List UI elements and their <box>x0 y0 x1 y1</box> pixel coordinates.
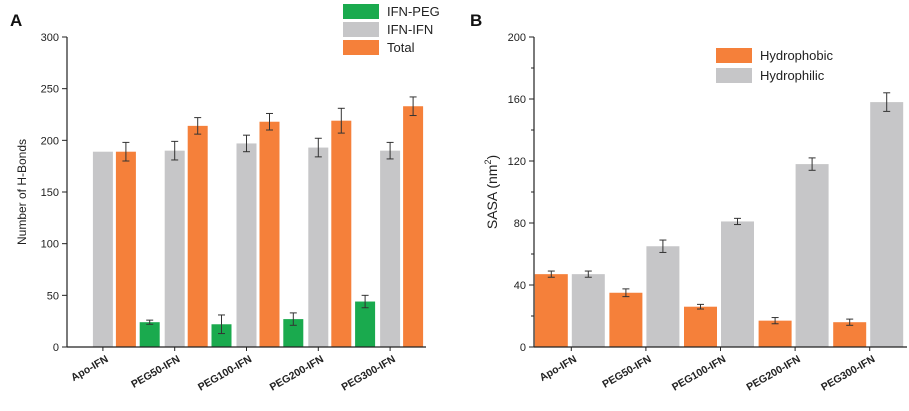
error-bar <box>289 312 297 326</box>
error-bar <box>122 141 130 162</box>
panel-b-y-axis-title: SASA (nm2) <box>483 155 500 229</box>
legend-label: Total <box>387 40 415 55</box>
x-tick-label: Apo-IFN <box>69 353 110 384</box>
error-bar <box>659 239 667 253</box>
error-bar <box>194 117 202 135</box>
y-tick-label: 0 <box>53 342 59 354</box>
legend-label: Hydrophobic <box>760 48 833 63</box>
y-tick-label: 80 <box>514 218 526 230</box>
y-tick-label: 120 <box>508 156 526 168</box>
error-bar <box>361 294 369 309</box>
error-bar <box>734 217 741 226</box>
error-bar <box>409 96 417 117</box>
x-tick-label: PEG50-IFN <box>600 353 653 391</box>
x-tick-label: PEG300-IFN <box>819 353 877 393</box>
legend-swatch <box>343 4 379 19</box>
bar-hydrophobic-peg300-ifn <box>833 322 867 347</box>
error-bar <box>622 288 630 298</box>
error-bar <box>218 314 225 335</box>
bar-ifn-peg-peg200-ifn <box>283 319 304 347</box>
y-tick-label: 200 <box>41 135 59 147</box>
panel-a-y-axis-title: Number of H-Bonds <box>15 139 29 245</box>
bar-ifn-ifn-apo-ifn <box>92 151 113 347</box>
panel-b-letter: B <box>470 11 482 30</box>
panel-a-letter: A <box>10 11 22 30</box>
error-bar <box>584 270 592 278</box>
panel-b-y-axis-title-end: ) <box>484 155 500 160</box>
bar-hydrophilic-peg300-ifn <box>870 102 904 347</box>
error-bar <box>771 317 779 325</box>
bar-ifn-ifn-peg200-ifn <box>308 147 329 347</box>
bar-hydrophobic-peg200-ifn <box>758 320 792 347</box>
bar-ifn-peg-peg100-ifn <box>211 324 232 347</box>
error-bar <box>697 303 704 310</box>
bar-hydrophilic-apo-ifn <box>571 274 605 347</box>
y-tick-label: 100 <box>41 239 59 251</box>
y-tick-label: 150 <box>41 187 59 199</box>
bar-ifn-peg-peg300-ifn <box>355 301 376 347</box>
legend: IFN-PEG IFN-IFN Total <box>343 4 440 55</box>
x-tick-label: PEG50-IFN <box>129 353 182 391</box>
y-tick-label: 40 <box>514 280 526 292</box>
bar-total-peg50-ifn <box>187 125 208 347</box>
legend-swatch <box>716 68 752 83</box>
x-tick-label: PEG200-IFN <box>268 353 326 393</box>
legend-label: IFN-IFN <box>387 22 433 37</box>
legend: Hydrophobic Hydrophilic <box>716 48 833 83</box>
bar-hydrophobic-peg100-ifn <box>684 306 717 347</box>
panel-b-plot-area: 0 40 80 120 160 200 Apo-IFN PEG50-IFN PEG100-IFN… <box>508 32 907 394</box>
legend-swatch <box>716 48 752 63</box>
error-bar <box>337 107 345 134</box>
bar-total-peg300-ifn <box>403 106 424 347</box>
error-bar <box>266 112 273 131</box>
x-tick-label: PEG100-IFN <box>670 353 728 393</box>
error-bar <box>808 157 816 171</box>
legend-label: IFN-PEG <box>387 4 440 19</box>
error-bar <box>146 319 154 325</box>
error-bar <box>314 137 322 158</box>
bar-ifn-ifn-peg50-ifn <box>164 150 185 347</box>
error-bar <box>846 318 854 326</box>
x-tick-label: PEG300-IFN <box>340 353 398 393</box>
bar-hydrophilic-peg200-ifn <box>795 164 829 347</box>
bar-total-peg100-ifn <box>259 121 280 347</box>
y-tick-label: 300 <box>41 32 59 44</box>
y-tick-label: 200 <box>508 32 526 44</box>
bar-hydrophilic-peg50-ifn <box>646 246 680 347</box>
error-bar <box>386 141 394 160</box>
panel-a-chart: A 0 50 100 150 200 250 300 Apo-IFN PEG50-IFN PEG1… <box>10 4 440 394</box>
y-tick-label: 160 <box>508 94 526 106</box>
panel-b-chart: B 0 40 80 120 160 200 Apo-IFN PEG50-IFN PEG100-I… <box>470 11 907 394</box>
bar-hydrophobic-apo-ifn <box>534 274 568 347</box>
bar-total-apo-ifn <box>115 151 136 347</box>
error-bar <box>171 140 179 161</box>
x-tick-label: PEG200-IFN <box>745 353 803 393</box>
y-tick-label: 50 <box>47 290 59 302</box>
y-tick-label: 250 <box>41 84 59 96</box>
panel-b-y-axis-title-main: SASA (nm <box>484 165 500 230</box>
error-bar <box>547 270 555 278</box>
bar-hydrophobic-peg50-ifn <box>609 292 643 347</box>
bar-ifn-ifn-peg300-ifn <box>380 150 401 347</box>
y-tick-label: 0 <box>520 342 526 354</box>
bar-ifn-peg-peg50-ifn <box>139 322 160 347</box>
error-bar <box>243 134 250 153</box>
legend-swatch <box>343 40 379 55</box>
bar-hydrophilic-peg100-ifn <box>721 221 754 347</box>
x-tick-label: Apo-IFN <box>537 353 578 384</box>
bar-total-peg200-ifn <box>331 120 352 347</box>
panel-b-y-axis-title-sup: 2 <box>483 160 493 165</box>
error-bar <box>883 92 891 112</box>
x-tick-label: PEG100-IFN <box>196 353 254 393</box>
panel-a-plot-area: 0 50 100 150 200 250 300 Apo-IFN PEG50-IFN PEG100… <box>41 4 440 394</box>
legend-swatch <box>343 22 379 37</box>
bar-ifn-ifn-peg100-ifn <box>236 143 257 347</box>
legend-label: Hydrophilic <box>760 68 825 83</box>
